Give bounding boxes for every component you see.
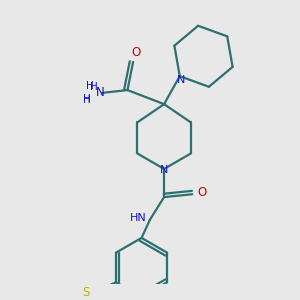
Text: O: O [197,186,207,200]
Text: O: O [131,46,140,59]
Text: HN: HN [130,213,147,223]
Text: N: N [177,75,185,85]
Text: N: N [96,86,105,99]
Text: H: H [85,81,93,91]
Text: N: N [160,165,168,175]
Text: H: H [83,94,91,104]
Text: S: S [83,286,90,298]
Text: H: H [90,82,98,92]
Text: H: H [83,95,91,105]
